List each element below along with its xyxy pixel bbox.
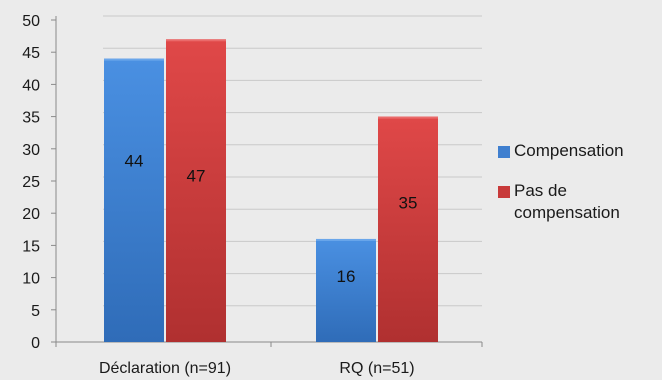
y-tick-label: 0 [31,335,40,352]
bar[interactable] [378,116,438,342]
x-category-label: Déclaration (n=91) [99,360,231,377]
legend-label-compensation: Compensation [514,141,624,160]
bar[interactable] [316,238,376,342]
x-category-label: RQ (n=51) [339,360,414,377]
data-label: 47 [187,167,206,186]
bar-top [104,58,164,61]
y-tick-label: 30 [22,142,40,159]
bar-top [378,116,438,119]
legend-label-pas-de-compensation: Pas de compensation [514,181,620,222]
bar[interactable] [104,58,164,342]
y-tick-label: 35 [22,110,40,127]
legend: Compensation Pas de compensation [498,140,658,242]
y-tick-label: 5 [31,303,40,320]
y-tick-label: 20 [22,206,40,223]
y-tick-label: 45 [22,45,40,62]
y-tick-label: 25 [22,174,40,191]
legend-item-compensation[interactable]: Compensation [498,140,658,162]
data-label: 16 [337,267,356,286]
y-tick-label: 50 [22,13,40,30]
data-label: 44 [125,152,144,171]
legend-swatch-compensation [498,146,510,158]
data-label: 35 [399,193,418,212]
bar[interactable] [166,39,226,342]
bar-top [166,39,226,42]
legend-swatch-pas-de-compensation [498,186,510,198]
y-tick-label: 40 [22,77,40,94]
bar-top [316,238,376,241]
legend-item-pas-de-compensation[interactable]: Pas de compensation [498,180,658,224]
y-tick-label: 10 [22,271,40,288]
y-tick-label: 15 [22,238,40,255]
